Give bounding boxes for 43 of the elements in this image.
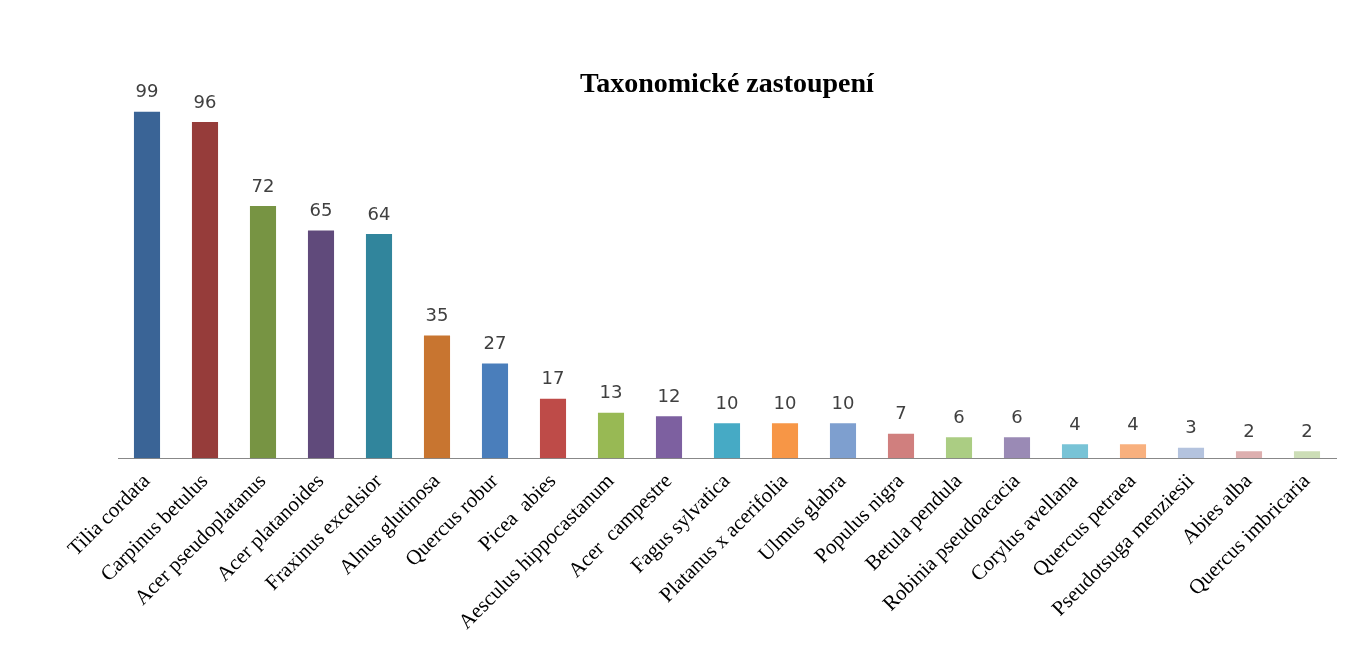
data-label: 64 (367, 202, 391, 224)
data-label: 10 (715, 391, 739, 413)
data-label: 35 (425, 304, 449, 326)
bar (133, 111, 161, 459)
data-label: 6 (1011, 405, 1023, 427)
bar (829, 423, 857, 459)
bar (1119, 444, 1147, 459)
data-label: 7 (895, 402, 907, 424)
chart-title: Taxonomické zastoupení (580, 67, 876, 99)
data-label: 99 (135, 80, 159, 102)
data-label: 96 (193, 90, 217, 112)
data-label: 12 (657, 384, 681, 406)
data-label: 65 (309, 199, 333, 221)
bar (1177, 447, 1205, 459)
bar (365, 234, 393, 459)
bar (887, 433, 915, 459)
bar (713, 423, 741, 459)
data-label: 72 (251, 174, 275, 196)
bar (1061, 444, 1089, 459)
bar (481, 363, 509, 459)
bar (539, 398, 567, 459)
data-label: 2 (1301, 419, 1313, 441)
data-label: 6 (953, 405, 965, 427)
bar (597, 412, 625, 459)
data-label: 10 (831, 391, 855, 413)
data-label: 3 (1185, 416, 1197, 438)
bar (423, 335, 451, 459)
data-label: 27 (483, 332, 507, 354)
bar (1235, 451, 1263, 459)
bar (307, 230, 335, 459)
data-label: 10 (773, 391, 797, 413)
bar (191, 122, 219, 459)
bar (945, 437, 973, 459)
bar (1003, 437, 1031, 459)
data-label: 4 (1069, 412, 1081, 434)
data-label: 17 (541, 367, 565, 389)
data-label: 13 (599, 381, 623, 403)
data-label: 2 (1243, 419, 1255, 441)
data-label: 4 (1127, 412, 1139, 434)
bar (655, 416, 683, 459)
bar (249, 206, 277, 459)
bar (1293, 451, 1321, 459)
bar (771, 423, 799, 459)
